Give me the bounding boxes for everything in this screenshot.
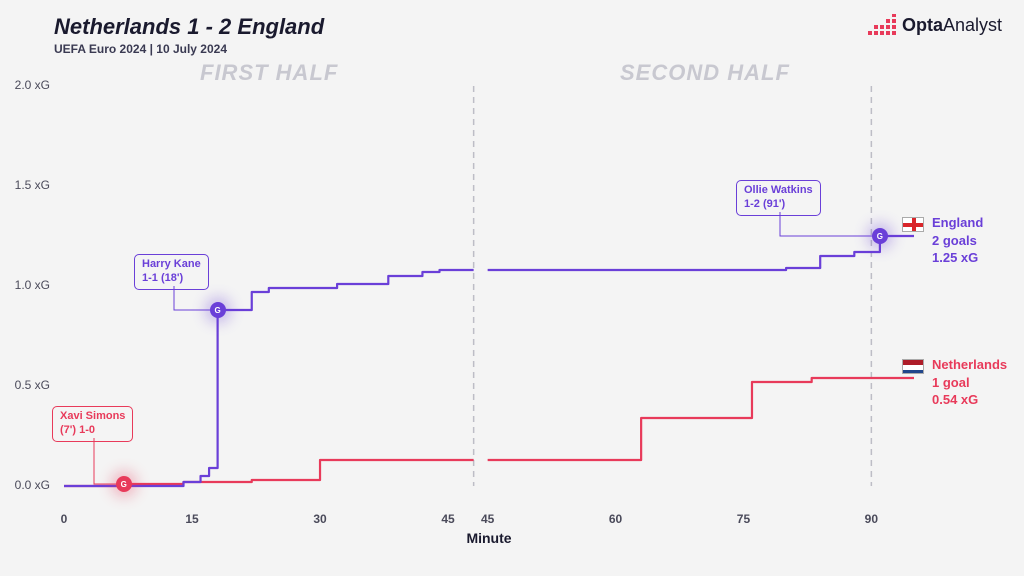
team-summary: England2 goals1.25 xG bbox=[932, 214, 983, 267]
x-tick: 75 bbox=[737, 512, 750, 526]
x-tick: 45 bbox=[441, 512, 454, 526]
logo-text: OptaAnalyst bbox=[902, 15, 1002, 36]
goal-marker: G bbox=[116, 476, 132, 492]
netherlands-flag bbox=[902, 359, 924, 374]
goal-callout: Xavi Simons(7') 1-0 bbox=[52, 406, 133, 442]
y-tick: 1.0 xG bbox=[6, 278, 50, 292]
y-tick: 2.0 xG bbox=[6, 78, 50, 92]
xg-race-chart: Minute 0.0 xG0.5 xG1.0 xG1.5 xG2.0 xG015… bbox=[54, 86, 924, 506]
chart-header: Netherlands 1 - 2 England UEFA Euro 2024… bbox=[54, 14, 324, 56]
opta-logo: OptaAnalyst bbox=[868, 14, 1002, 36]
y-tick: 0.5 xG bbox=[6, 378, 50, 392]
team-summary: Netherlands1 goal0.54 xG bbox=[932, 356, 1007, 409]
x-tick: 45 bbox=[481, 512, 494, 526]
y-tick: 0.0 xG bbox=[6, 478, 50, 492]
x-axis-label: Minute bbox=[466, 530, 511, 546]
x-tick: 15 bbox=[185, 512, 198, 526]
england-flag bbox=[902, 217, 924, 232]
x-tick: 60 bbox=[609, 512, 622, 526]
x-tick: 0 bbox=[61, 512, 68, 526]
first-half-label: FIRST HALF bbox=[200, 60, 338, 86]
opta-logo-icon bbox=[868, 14, 896, 36]
chart-canvas bbox=[54, 86, 924, 506]
x-tick: 90 bbox=[865, 512, 878, 526]
goal-callout: Ollie Watkins1-2 (91') bbox=[736, 180, 821, 216]
page-title: Netherlands 1 - 2 England bbox=[54, 14, 324, 40]
x-tick: 30 bbox=[313, 512, 326, 526]
goal-marker: G bbox=[872, 228, 888, 244]
page-subtitle: UEFA Euro 2024 | 10 July 2024 bbox=[54, 42, 324, 56]
second-half-label: SECOND HALF bbox=[620, 60, 790, 86]
y-tick: 1.5 xG bbox=[6, 178, 50, 192]
goal-marker: G bbox=[210, 302, 226, 318]
goal-callout: Harry Kane1-1 (18') bbox=[134, 254, 209, 290]
